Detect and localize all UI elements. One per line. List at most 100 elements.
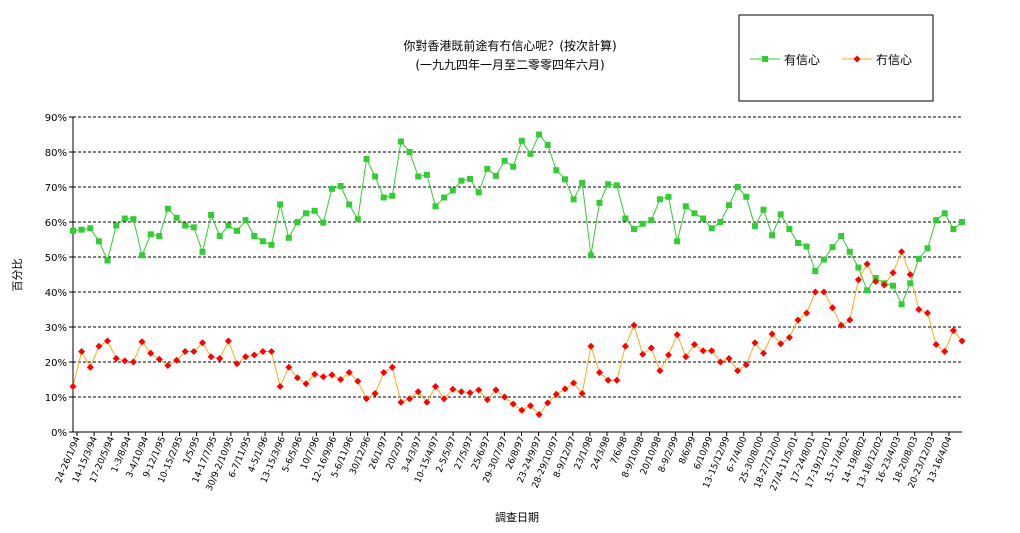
data-point-not-confident	[863, 260, 871, 268]
data-point-confident	[820, 256, 827, 263]
data-point-confident	[277, 201, 284, 208]
data-point-not-confident	[311, 370, 319, 378]
data-point-not-confident	[181, 348, 189, 355]
data-point-not-confident	[837, 321, 845, 329]
data-point-confident	[795, 240, 801, 246]
data-point-confident	[294, 219, 301, 225]
data-point-not-confident	[86, 363, 94, 371]
data-point-confident	[406, 149, 413, 155]
data-point-not-confident	[708, 347, 716, 355]
data-point-confident	[743, 193, 750, 200]
data-point-confident	[467, 175, 473, 182]
data-point-confident	[121, 215, 128, 222]
data-point-not-confident	[337, 376, 345, 383]
data-point-not-confident	[164, 362, 172, 369]
data-point-not-confident	[423, 398, 431, 406]
data-point-not-confident	[647, 344, 655, 352]
data-point-not-confident	[613, 376, 621, 384]
data-point-not-confident	[501, 393, 509, 401]
data-point-confident	[501, 157, 508, 164]
data-point-not-confident	[673, 331, 681, 339]
data-point-confident	[363, 156, 370, 162]
data-point-confident	[562, 176, 568, 183]
data-point-confident	[251, 233, 258, 239]
data-point-not-confident	[138, 338, 146, 346]
data-point-not-confident	[872, 278, 880, 285]
data-point-confident	[656, 196, 663, 203]
data-point-not-confident	[639, 350, 647, 358]
data-point-not-confident	[570, 379, 578, 387]
legend-label-not-confident: 冇信心	[876, 53, 912, 67]
data-point-not-confident	[760, 349, 767, 357]
data-point-confident	[587, 252, 594, 259]
y-tick-labels: 0% 10% 20% 30% 40% 50% 60% 70% 80% 90%	[45, 113, 67, 439]
data-point-not-confident	[449, 385, 457, 393]
data-point-confident	[864, 287, 871, 294]
data-point-not-confident	[457, 388, 465, 396]
data-point-not-confident	[466, 389, 474, 397]
data-point-not-confident	[665, 351, 672, 359]
data-point-not-confident	[854, 276, 862, 284]
data-point-not-confident	[388, 363, 396, 371]
data-point-confident	[259, 238, 266, 245]
data-point-not-confident	[915, 306, 923, 313]
data-point-confident	[536, 131, 543, 138]
data-point-confident	[665, 193, 672, 200]
data-point-not-confident	[682, 353, 690, 361]
y-tick-label: 50%	[45, 253, 67, 264]
y-tick-label: 10%	[45, 393, 67, 404]
data-point-not-confident	[147, 349, 155, 357]
data-point-not-confident	[509, 400, 517, 408]
data-point-not-confident	[397, 398, 405, 406]
data-point-confident	[285, 234, 292, 241]
data-point-confident	[769, 232, 776, 239]
x-axis-title: 調查日期	[495, 510, 539, 524]
data-point-not-confident	[552, 390, 560, 398]
y-tick-label: 70%	[45, 183, 67, 194]
data-point-confident	[242, 217, 249, 224]
data-point-confident	[553, 167, 560, 174]
data-point-confident	[441, 194, 448, 201]
data-point-confident	[164, 205, 171, 212]
data-point-confident	[182, 222, 189, 229]
legend-label-confident: 有信心	[784, 53, 820, 67]
data-point-not-confident	[777, 340, 785, 348]
data-point-not-confident	[224, 337, 232, 345]
data-point-confident	[147, 231, 154, 238]
data-point-not-confident	[155, 355, 163, 363]
legend-marker-confident	[762, 56, 768, 62]
data-point-confident	[570, 196, 577, 203]
data-point-confident	[492, 172, 499, 179]
data-point-not-confident	[121, 357, 129, 365]
y-tick-label: 40%	[45, 288, 67, 299]
data-point-not-confident	[276, 383, 284, 390]
data-point-confident	[760, 206, 767, 213]
data-point-not-confident	[406, 395, 414, 403]
data-point-confident	[380, 194, 387, 201]
data-point-not-confident	[751, 339, 759, 347]
data-point-not-confident	[354, 377, 362, 385]
x-tick-labels: 24-26/1/9414-15/3/9417-20/5/941-3/8/943-…	[54, 432, 955, 493]
data-point-confident	[78, 226, 85, 233]
data-point-not-confident	[906, 271, 914, 278]
data-point-confident	[959, 219, 965, 225]
y-tick-label: 80%	[45, 148, 67, 159]
data-point-confident	[613, 182, 620, 189]
y-tick-label: 30%	[45, 323, 67, 334]
data-point-confident	[311, 207, 318, 214]
data-point-not-confident	[216, 355, 224, 362]
data-point-confident	[631, 226, 637, 232]
chart-title: 你對香港既前途有冇信心呢？(按次計算)	[403, 38, 616, 53]
y-axis-title: 百分比	[11, 259, 24, 292]
data-point-confident	[139, 252, 145, 259]
data-point-not-confident	[932, 341, 940, 348]
data-point-confident	[726, 202, 732, 209]
data-point-confident	[734, 184, 741, 190]
data-point-not-confident	[768, 330, 776, 338]
data-point-not-confident	[811, 288, 819, 296]
data-point-confident	[449, 187, 456, 194]
data-point-confident	[700, 215, 707, 222]
data-point-confident	[510, 163, 517, 170]
y-tick-label: 60%	[45, 218, 67, 229]
data-point-confident	[846, 248, 853, 255]
